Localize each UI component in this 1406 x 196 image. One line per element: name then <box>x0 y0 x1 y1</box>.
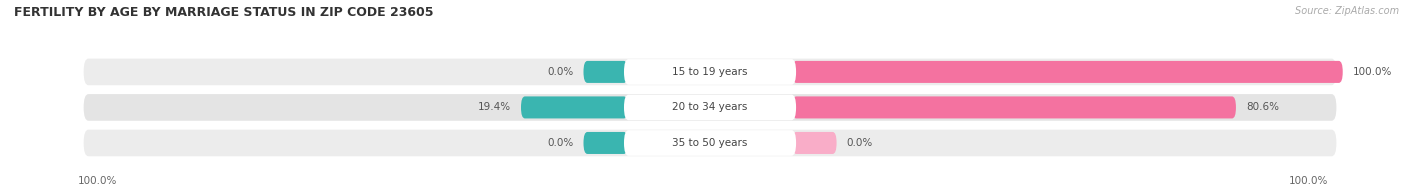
FancyBboxPatch shape <box>624 59 796 85</box>
FancyBboxPatch shape <box>583 61 628 83</box>
Text: 100.0%: 100.0% <box>1289 176 1329 186</box>
FancyBboxPatch shape <box>793 96 1236 118</box>
FancyBboxPatch shape <box>84 59 1336 85</box>
Text: FERTILITY BY AGE BY MARRIAGE STATUS IN ZIP CODE 23605: FERTILITY BY AGE BY MARRIAGE STATUS IN Z… <box>14 6 433 19</box>
Text: 0.0%: 0.0% <box>547 67 574 77</box>
FancyBboxPatch shape <box>793 132 837 154</box>
Text: 0.0%: 0.0% <box>547 138 574 148</box>
Text: 20 to 34 years: 20 to 34 years <box>672 103 748 113</box>
Text: 19.4%: 19.4% <box>478 103 510 113</box>
Text: Source: ZipAtlas.com: Source: ZipAtlas.com <box>1295 6 1399 16</box>
Text: 15 to 19 years: 15 to 19 years <box>672 67 748 77</box>
FancyBboxPatch shape <box>583 132 628 154</box>
Text: 100.0%: 100.0% <box>77 176 117 186</box>
FancyBboxPatch shape <box>522 96 628 118</box>
FancyBboxPatch shape <box>84 130 1336 156</box>
Text: 0.0%: 0.0% <box>846 138 873 148</box>
FancyBboxPatch shape <box>624 130 796 156</box>
FancyBboxPatch shape <box>84 94 1336 121</box>
Text: 100.0%: 100.0% <box>1353 67 1392 77</box>
FancyBboxPatch shape <box>793 61 1343 83</box>
Text: 35 to 50 years: 35 to 50 years <box>672 138 748 148</box>
Text: 80.6%: 80.6% <box>1246 103 1279 113</box>
FancyBboxPatch shape <box>624 95 796 120</box>
